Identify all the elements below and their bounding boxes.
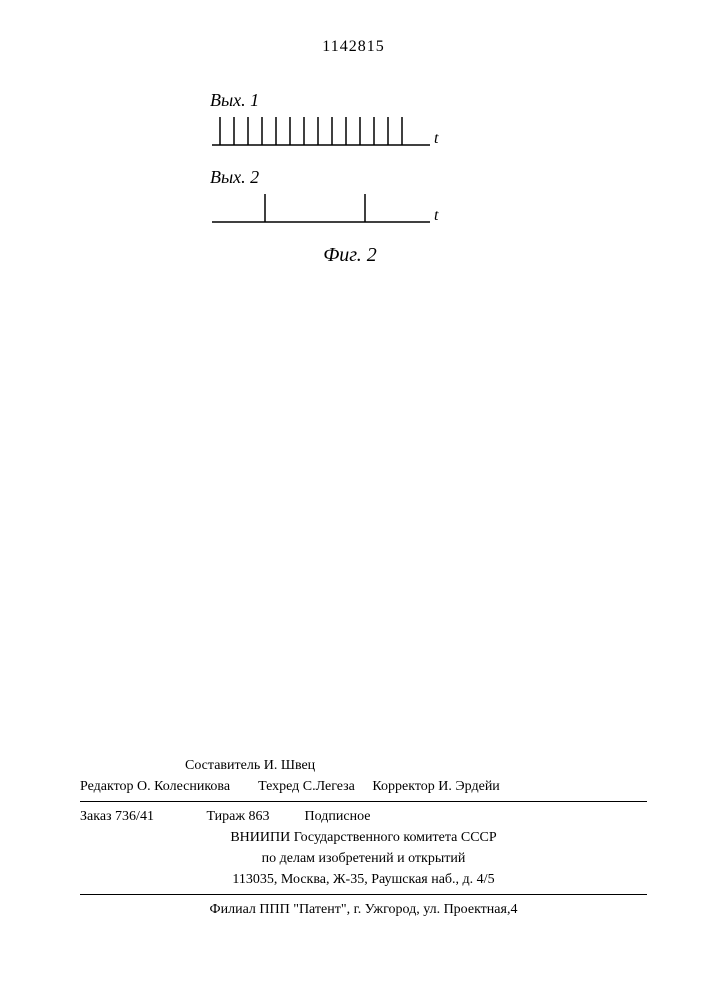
footer-dept: по делам изобретений и открытий (80, 848, 647, 869)
footer-branch: Филиал ППП "Патент", г. Ужгород, ул. Про… (80, 899, 647, 920)
footer-order-row: Заказ 736/41 Тираж 863 Подписное (80, 806, 647, 827)
subscription-text: Подписное (305, 809, 371, 824)
compiler-text: Составитель И. Швец (185, 758, 315, 773)
tirage-text: Тираж 863 (206, 809, 269, 824)
figure-area: Вых. 1 t Вых. 2 t Фиг. 2 (210, 90, 490, 267)
signal1-waveform (210, 113, 440, 149)
footer-divider-2 (80, 894, 647, 895)
footer-block: Составитель И. Швец Редактор О. Колесник… (80, 755, 647, 920)
footer-divider-1 (80, 801, 647, 802)
figure-caption: Фиг. 2 (210, 244, 490, 267)
signal1-axis-label: t (434, 130, 438, 148)
techred-text: Техред С.Легеза (258, 779, 355, 794)
footer-compiler: Составитель И. Швец (80, 755, 647, 776)
signal2-waveform (210, 190, 440, 226)
footer-address: 113035, Москва, Ж-35, Раушская наб., д. … (80, 869, 647, 890)
signal2-label: Вых. 2 (210, 167, 490, 188)
document-number: 1142815 (0, 38, 707, 56)
signal-row-1: Вых. 1 t (210, 90, 490, 149)
footer-institute: ВНИИПИ Государственного комитета СССР (80, 827, 647, 848)
page: 1142815 Вых. 1 t Вых. 2 t Фиг. 2 Состави… (0, 0, 707, 1000)
signal1-label: Вых. 1 (210, 90, 490, 111)
footer-editor-row: Редактор О. Колесникова Техред С.Легеза … (80, 776, 647, 797)
order-text: Заказ 736/41 (80, 809, 154, 824)
corrector-text: Корректор И. Эрдейи (372, 779, 499, 794)
editor-text: Редактор О. Колесникова (80, 779, 230, 794)
signal-row-2: Вых. 2 t (210, 167, 490, 226)
signal2-axis-label: t (434, 207, 438, 225)
